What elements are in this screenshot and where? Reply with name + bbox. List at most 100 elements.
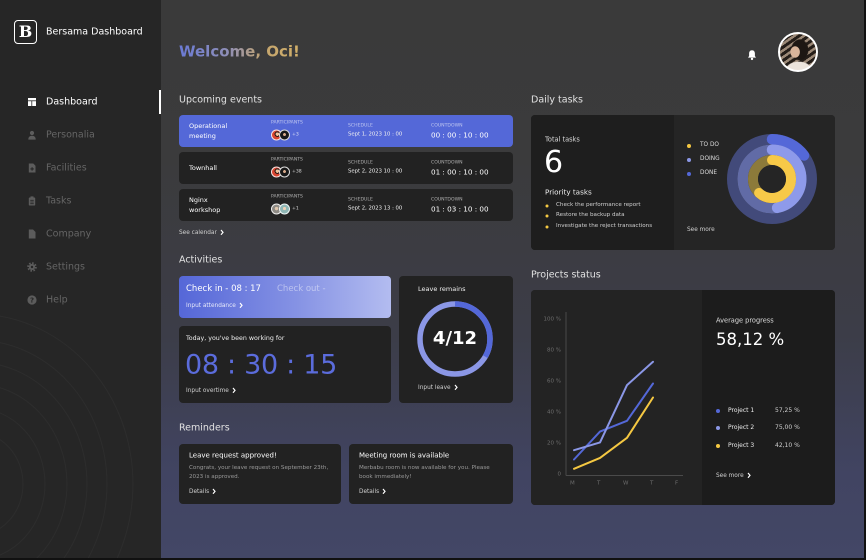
leave-title: Leave remains bbox=[418, 284, 466, 293]
reminders-title: Reminders bbox=[179, 422, 230, 434]
y-tick: 0 bbox=[557, 471, 562, 478]
tasks-see-more-link[interactable]: See more bbox=[687, 227, 715, 234]
tasks-summary: Total tasks 6 Priority tasks Check the p… bbox=[531, 115, 674, 250]
see-calendar-label: See calendar bbox=[179, 229, 217, 236]
sidebar: B Bersama Dashboard Dashboard Personalia… bbox=[0, 0, 161, 558]
participants-label: PARTICIPANTS bbox=[271, 194, 303, 200]
chevron-right-icon bbox=[239, 302, 243, 309]
event-name: Nginx workshop bbox=[189, 196, 221, 214]
projects-status-card: 100 % 80 % 60 % 40 % 20 % 0 M T W T F Av… bbox=[531, 290, 835, 505]
sidebar-item-label: Tasks bbox=[46, 195, 72, 207]
event-row[interactable]: Nginx workshop PARTICIPANTS +1 SCHEDULE … bbox=[179, 189, 513, 221]
gear-icon bbox=[27, 262, 37, 272]
event-countdown: 00 : 00 : 10 : 00 bbox=[431, 130, 489, 140]
sidebar-item-label: Personalia bbox=[46, 129, 95, 141]
chevron-right-icon bbox=[212, 488, 216, 495]
details-label: Details bbox=[189, 488, 210, 495]
reminder-title: Leave request approved! bbox=[189, 451, 277, 460]
schedule-label: SCHEDULE bbox=[348, 197, 373, 203]
project-label: Project 2 bbox=[728, 424, 755, 431]
see-calendar-link[interactable]: See calendar bbox=[179, 229, 224, 236]
sidebar-item-tasks[interactable]: Tasks bbox=[0, 191, 158, 211]
page-title: Welcome, Oci! bbox=[179, 42, 300, 61]
average-progress-label: Average progress bbox=[716, 316, 774, 325]
input-attendance-link[interactable]: Input attendance bbox=[186, 302, 243, 309]
daily-tasks-title: Daily tasks bbox=[531, 94, 584, 106]
projects-status-title: Projects status bbox=[531, 269, 601, 281]
schedule-label: SCHEDULE bbox=[348, 123, 373, 129]
participant-avatars: +1 bbox=[271, 203, 299, 215]
priority-tasks-title: Priority tasks bbox=[545, 187, 592, 197]
sidebar-item-facilities[interactable]: Facilities bbox=[0, 158, 158, 178]
y-tick: 60 % bbox=[547, 378, 561, 385]
input-overtime-link[interactable]: Input overtime bbox=[186, 387, 236, 394]
app-title: Bersama Dashboard bbox=[46, 26, 143, 38]
sidebar-item-label: Help bbox=[46, 294, 68, 306]
reminder-details-link[interactable]: Details bbox=[189, 488, 216, 495]
sidebar-item-personalia[interactable]: Personalia bbox=[0, 125, 158, 145]
legend-dot-project-2 bbox=[716, 426, 720, 430]
bell-icon bbox=[748, 50, 756, 61]
series-line bbox=[573, 396, 654, 470]
chevron-right-icon bbox=[232, 387, 236, 394]
sidebar-item-help[interactable]: ? Help bbox=[0, 290, 158, 310]
reminder-card: Meeting room is available Merbabu room i… bbox=[349, 444, 513, 504]
priority-task-item: Restore the backup data bbox=[556, 212, 625, 219]
sidebar-decoration bbox=[0, 0, 161, 558]
participants-label: PARTICIPANTS bbox=[271, 120, 303, 126]
file-icon bbox=[27, 229, 37, 239]
legend-dot-todo bbox=[687, 144, 691, 148]
check-in-time: Check in - 08 : 17 bbox=[186, 283, 261, 294]
event-schedule: Sept 2, 2023 13 : 00 bbox=[348, 205, 403, 212]
sidebar-item-settings[interactable]: Settings bbox=[0, 257, 158, 277]
clipboard-icon bbox=[27, 196, 37, 206]
user-avatar[interactable] bbox=[778, 32, 818, 72]
x-tick: M bbox=[570, 480, 575, 487]
project-value: 57,25 % bbox=[775, 407, 800, 414]
event-schedule: Sept 2, 2023 10 : 00 bbox=[348, 168, 403, 175]
reminder-details-link[interactable]: Details bbox=[359, 488, 386, 495]
project-value: 75,00 % bbox=[775, 424, 800, 431]
event-row[interactable]: Operational meeting PARTICIPANTS +3 SCHE… bbox=[179, 115, 513, 147]
event-schedule: Sept 1, 2023 10 : 00 bbox=[348, 131, 403, 138]
input-leave-label: Input leave bbox=[418, 384, 451, 391]
total-tasks-value: 6 bbox=[544, 145, 564, 180]
input-attendance-label: Input attendance bbox=[186, 302, 236, 309]
countdown-label: COUNTDOWN bbox=[431, 160, 463, 166]
legend-label: DONE bbox=[700, 170, 718, 177]
help-icon: ? bbox=[27, 295, 37, 305]
project-label: Project 3 bbox=[728, 442, 755, 449]
y-tick: 20 % bbox=[547, 440, 561, 447]
projects-see-more-link[interactable]: See more bbox=[716, 472, 751, 479]
legend-dot-project-3 bbox=[716, 444, 720, 448]
event-row[interactable]: Townhall PARTICIPANTS +38 SCHEDULE Sept … bbox=[179, 152, 513, 184]
countdown-label: COUNTDOWN bbox=[431, 123, 463, 129]
daily-tasks-card: Total tasks 6 Priority tasks Check the p… bbox=[531, 115, 835, 250]
legend-dot-project-1 bbox=[716, 409, 720, 413]
input-leave-link[interactable]: Input leave bbox=[418, 384, 458, 391]
app-logo[interactable]: B bbox=[14, 20, 37, 44]
legend-label: DOING bbox=[700, 156, 720, 163]
reminder-title: Meeting room is available bbox=[359, 451, 450, 460]
chevron-right-icon bbox=[454, 384, 458, 391]
project-value: 42,10 % bbox=[775, 442, 800, 449]
participant-avatar bbox=[279, 203, 290, 215]
priority-task-item: Check the performance report bbox=[556, 202, 641, 209]
participant-avatars: +38 bbox=[271, 166, 302, 178]
sidebar-item-dashboard[interactable]: Dashboard bbox=[0, 92, 158, 112]
y-tick: 40 % bbox=[547, 409, 561, 416]
attendance-card[interactable]: Check in - 08 : 17 Check out - Input att… bbox=[179, 276, 391, 318]
project-label: Project 1 bbox=[728, 407, 755, 414]
leave-remains-card: Leave remains 4/12 Input leave bbox=[399, 276, 513, 403]
y-tick: 100 % bbox=[543, 316, 561, 323]
projects-summary: Average progress 58,12 % Project 1 57,25… bbox=[702, 290, 835, 505]
average-progress-value: 58,12 % bbox=[716, 329, 785, 349]
bullet-icon bbox=[545, 225, 549, 229]
sidebar-item-company[interactable]: Company bbox=[0, 224, 158, 244]
notification-button[interactable] bbox=[746, 46, 758, 61]
event-countdown: 01 : 03 : 10 : 00 bbox=[431, 204, 489, 214]
dashboard-icon bbox=[27, 97, 37, 107]
upcoming-events-title: Upcoming events bbox=[179, 94, 262, 106]
person-icon bbox=[27, 130, 37, 140]
legend-dot-done bbox=[687, 172, 691, 176]
